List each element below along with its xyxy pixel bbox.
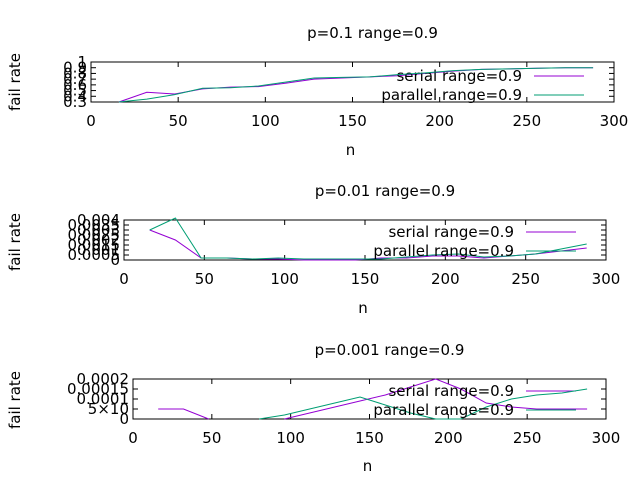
y-tick-label: 0 (110, 251, 120, 269)
x-tick-label: 250 (511, 270, 540, 288)
x-tick-label: 0 (128, 429, 138, 447)
legend-label: serial range=0.9 (396, 67, 522, 85)
x-tick-label: 0 (86, 112, 96, 130)
y-tick-label: 0.0015 (68, 236, 121, 254)
y-tick-label: 0.002 (77, 231, 120, 249)
x-tick-label: 50 (202, 429, 221, 447)
x-tick-label: 200 (434, 429, 463, 447)
y-tick-label: 0.0035 (68, 216, 121, 234)
x-axis-label: n (346, 141, 356, 159)
y-axis-label: fail rate (6, 53, 24, 111)
y-tick-label: 0 (119, 410, 129, 428)
x-tick-label: 200 (425, 112, 454, 130)
series-line-parallel (149, 217, 587, 260)
y-axis-label: fail rate (6, 371, 24, 429)
y-tick-label: 0.003 (77, 221, 120, 239)
y-tick-label: 0.0002 (77, 370, 130, 388)
y-tick-label: 5×10 (88, 400, 129, 418)
x-tick-label: 150 (355, 429, 384, 447)
x-tick-label: 200 (431, 270, 460, 288)
y-tick-label: 0.0001 (77, 390, 130, 408)
y-axis-label: fail rate (6, 213, 24, 271)
chart-title: p=0.1 range=0.9 (307, 24, 438, 42)
x-tick-label: 0 (119, 270, 129, 288)
y-tick-label: 0.7 (63, 70, 87, 88)
chart-title: p=0.001 range=0.9 (315, 341, 465, 359)
x-tick-label: 50 (195, 270, 214, 288)
x-tick-label: 300 (592, 270, 621, 288)
legend-label: parallel range=0.9 (381, 86, 522, 104)
y-tick-label: 0.004 (77, 211, 120, 229)
y-tick-label: 0.00015 (67, 380, 129, 398)
series-line-serial (158, 378, 588, 420)
y-tick-label: 0.3 (63, 93, 87, 111)
y-tick-label: 0.001 (77, 241, 120, 259)
y-tick-label: 0.0025 (68, 226, 121, 244)
x-tick-label: 300 (592, 429, 621, 447)
y-tick-label: 0.8 (63, 64, 87, 82)
x-tick-label: 50 (169, 112, 188, 130)
x-tick-label: 150 (351, 270, 380, 288)
chart-panel-bottom: p=0.001 range=0.90 50 100 150 200 250 30005×10… (6, 341, 620, 475)
x-tick-label: 100 (276, 429, 305, 447)
x-tick-label: 300 (600, 112, 629, 130)
x-axis-label: n (358, 299, 368, 317)
y-tick-label: 0.5 (63, 82, 87, 100)
series-line-parallel (259, 388, 588, 420)
x-tick-label: 100 (251, 112, 280, 130)
x-axis-label: n (363, 457, 373, 475)
legend-label: serial range=0.9 (388, 223, 514, 241)
chart-panel-middle: p=0.01 range=0.90 50 100 150 200 250 30000.000… (6, 182, 620, 317)
x-tick-label: 150 (338, 112, 367, 130)
y-tick-label: 0.0005 (68, 246, 121, 264)
x-tick-label: 250 (513, 429, 542, 447)
legend-label: parallel range=0.9 (373, 242, 514, 260)
y-tick-label: 1 (77, 53, 87, 71)
x-tick-label: 250 (513, 112, 542, 130)
y-tick-label: 0.6 (63, 76, 87, 94)
y-tick-label: 0.9 (63, 59, 87, 77)
series-line-parallel (118, 67, 594, 103)
legend-label: serial range=0.9 (388, 382, 514, 400)
legend-label: parallel range=0.9 (373, 401, 514, 419)
y-tick-label: 0.4 (63, 87, 87, 105)
chart-title: p=0.01 range=0.9 (315, 182, 455, 200)
x-tick-label: 100 (270, 270, 299, 288)
chart-panel-top: p=0.1 range=0.90 50 100 150 200 250 3000.30.40… (6, 24, 628, 159)
